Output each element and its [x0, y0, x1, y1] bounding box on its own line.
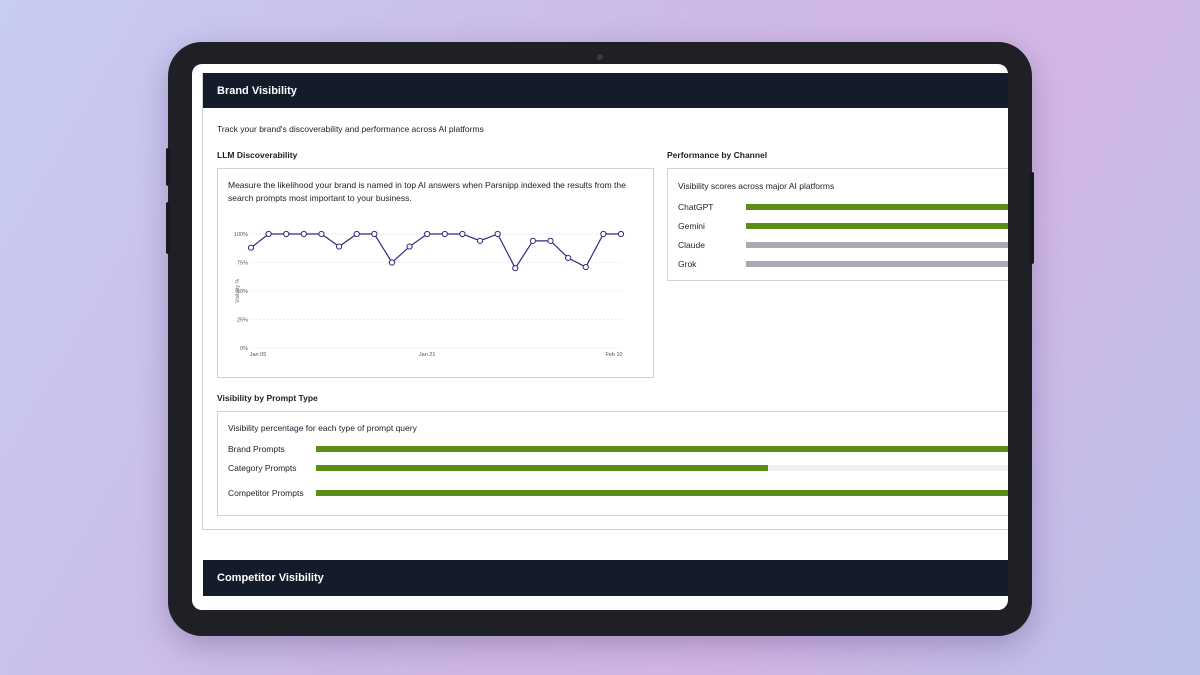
- y-tick-label: 75%: [237, 261, 248, 267]
- x-tick-label: Jan 05: [250, 352, 267, 358]
- data-point: [371, 230, 378, 238]
- description: Track your brand's discoverability and p…: [217, 124, 484, 134]
- row-label: ChatGPT: [678, 202, 714, 212]
- card-subtitle: Visibility scores across major AI platfo…: [678, 181, 835, 191]
- y-tick-label: 25%: [237, 318, 248, 324]
- data-point: [459, 230, 466, 238]
- x-tick-label: Feb 10: [605, 352, 622, 358]
- bar: [316, 465, 769, 471]
- data-point: [494, 230, 501, 238]
- data-point: [547, 237, 554, 244]
- side-button: [166, 202, 170, 254]
- data-point: [600, 230, 607, 238]
- screen: Brand Visibility Track your brand's disc…: [192, 64, 1008, 610]
- row-label: Category Prompts: [228, 463, 297, 473]
- data-point: [265, 230, 272, 238]
- line-card: Measure the likelihood your brand is nam…: [217, 168, 654, 378]
- row-label: Brand Prompts: [228, 444, 285, 454]
- y-axis-label: Visibility %: [235, 279, 241, 303]
- x-tick-label: Jan 21: [419, 352, 436, 358]
- row-label: Gemini: [678, 221, 705, 231]
- bar-track: [316, 446, 1008, 452]
- bar-track: [316, 490, 1008, 496]
- bar-track: [746, 204, 1008, 210]
- data-point: [406, 243, 413, 250]
- line-chart: 0% 25% 50% 75% 100% Visibility % Jan 05 Jan 21 F…: [234, 230, 625, 358]
- data-point: [247, 244, 255, 251]
- data-point: [424, 230, 431, 238]
- data-point: [318, 230, 325, 238]
- data-point: [617, 230, 625, 238]
- data-point: [529, 237, 537, 244]
- bar-track: [746, 242, 1008, 248]
- data-point: [300, 230, 307, 238]
- bar: [746, 223, 1008, 229]
- data-point: [335, 243, 343, 250]
- section-title: Competitor Visibility: [217, 572, 324, 584]
- card-subtitle: Measure the likelihood your brand is nam…: [228, 180, 626, 203]
- data-point: [476, 237, 484, 244]
- data-point: [565, 254, 572, 262]
- bar: [316, 446, 1008, 452]
- row-label: Competitor Prompts: [228, 488, 304, 498]
- data-point: [353, 230, 360, 238]
- card-heading: Visibility by Prompt Type: [217, 393, 318, 403]
- section-header: Competitor Visibility: [203, 560, 1008, 596]
- row-label: Grok: [678, 259, 697, 269]
- bar-track: [316, 465, 1008, 471]
- y-tick-label: 100%: [234, 232, 248, 238]
- channel-card: Visibility scores across major AI platfo…: [667, 168, 1008, 281]
- data-point: [582, 263, 589, 271]
- section-title: Brand Visibility: [217, 84, 297, 97]
- bar: [746, 204, 1008, 210]
- data-point: [512, 265, 519, 272]
- card-heading: Performance by Channel: [667, 150, 768, 160]
- data-point: [388, 259, 396, 266]
- side-button: [1030, 172, 1034, 264]
- card-heading: LLM Discoverability: [217, 150, 298, 160]
- y-tick-label: 0%: [240, 346, 248, 352]
- bar-track: [746, 223, 1008, 229]
- line-series: [250, 233, 621, 270]
- data-point: [441, 230, 448, 238]
- prompt-card: Visibility percentage for each type of p…: [217, 411, 1008, 516]
- side-button: [166, 148, 170, 186]
- bar-track: [746, 261, 1008, 267]
- y-tick-label: 50%: [237, 289, 248, 295]
- row-label: Claude: [678, 240, 705, 250]
- bar: [316, 490, 1008, 496]
- data-point: [283, 230, 290, 238]
- card-subtitle: Visibility percentage for each type of p…: [228, 423, 417, 433]
- section-header: Brand Visibility: [203, 73, 1008, 108]
- camera: [597, 54, 603, 60]
